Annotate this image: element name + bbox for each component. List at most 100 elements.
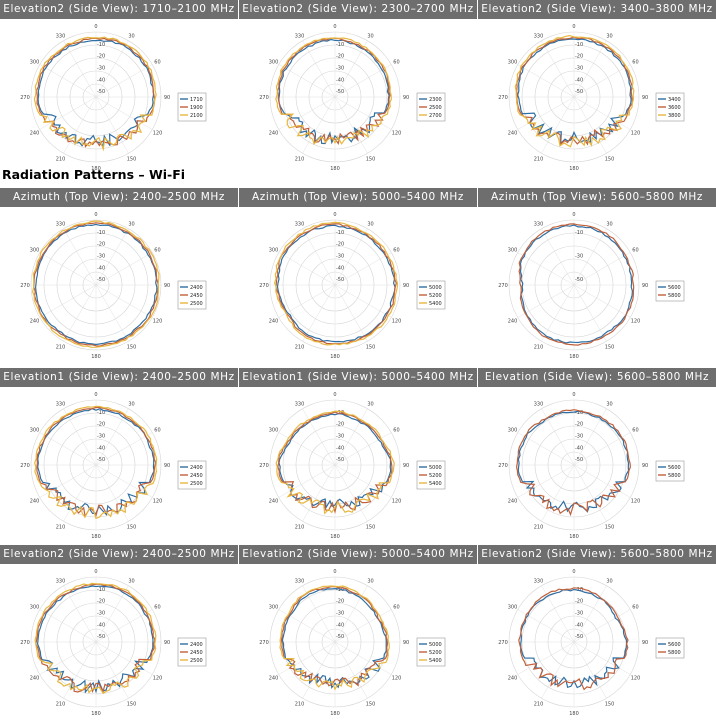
legend-label: 2300 bbox=[429, 97, 442, 103]
angle-tick-label: 120 bbox=[153, 319, 163, 325]
polar-plot: 0306090120150180210240270300330-10-20-30… bbox=[259, 24, 446, 170]
grid-spoke bbox=[573, 585, 607, 643]
polar-plot: 0306090120150180210240270300330-10-20-30… bbox=[259, 392, 446, 538]
legend-label: 5000 bbox=[429, 285, 442, 291]
legend-label: 2450 bbox=[190, 473, 203, 479]
grid-spoke bbox=[39, 609, 97, 643]
grid-spoke bbox=[95, 96, 129, 154]
radial-tick-label: -30 bbox=[575, 65, 583, 71]
angle-tick-label: 210 bbox=[295, 156, 305, 162]
radial-tick-label: -30 bbox=[97, 433, 105, 439]
pattern-trace bbox=[275, 410, 395, 515]
grid-spoke bbox=[95, 641, 129, 699]
radial-tick-label: -50 bbox=[575, 277, 583, 283]
grid-spoke bbox=[334, 464, 392, 498]
radial-tick-label: -30 bbox=[97, 610, 105, 616]
grid-spoke bbox=[517, 641, 575, 675]
legend-label: 5200 bbox=[429, 293, 442, 299]
legend-label: 5000 bbox=[429, 642, 442, 648]
radial-tick-label: -20 bbox=[336, 422, 344, 428]
radial-tick-label: -30 bbox=[97, 65, 105, 71]
angle-tick-label: 30 bbox=[367, 402, 373, 408]
pattern-trace bbox=[277, 37, 391, 145]
angle-tick-label: 150 bbox=[366, 344, 376, 350]
pattern-panel: Elevation2 (Side View): 2300–2700 MHz 0 30… bbox=[239, 0, 477, 170]
grid-spoke bbox=[95, 252, 153, 286]
legend-label: 2400 bbox=[190, 285, 203, 291]
panel-title: Azimuth (Top View): 5000–5400 MHz bbox=[239, 188, 477, 207]
angle-tick-label: 0 bbox=[94, 24, 97, 30]
angle-tick-label: 270 bbox=[20, 95, 30, 101]
angle-tick-label: 240 bbox=[30, 319, 40, 325]
radial-tick-label: -20 bbox=[97, 599, 105, 605]
legend-label: 5400 bbox=[429, 481, 442, 487]
pattern-trace bbox=[515, 409, 632, 517]
grid-spoke bbox=[573, 609, 631, 643]
grid-spoke bbox=[573, 464, 607, 522]
grid-spoke bbox=[334, 641, 368, 699]
grid-spoke bbox=[302, 228, 336, 286]
grid-spoke bbox=[573, 641, 607, 699]
grid-spoke bbox=[541, 464, 575, 522]
grid-spoke bbox=[95, 464, 129, 522]
polar-plot: 0306090120150180210240270300330-10-20-30… bbox=[20, 24, 207, 170]
pattern-panel: Elevation1 (Side View): 2400–2500 MHz 0 30… bbox=[0, 368, 238, 538]
angle-tick-label: 150 bbox=[605, 156, 615, 162]
grid-spoke bbox=[302, 40, 336, 98]
grid-spoke bbox=[278, 464, 336, 498]
grid-spoke bbox=[334, 464, 368, 522]
grid-spoke bbox=[278, 284, 336, 318]
panel-title: Elevation2 (Side View): 3400–3800 MHz bbox=[478, 0, 716, 19]
pattern-trace bbox=[36, 585, 154, 694]
grid-spoke bbox=[63, 284, 97, 342]
angle-tick-label: 60 bbox=[154, 428, 160, 434]
angle-tick-label: 240 bbox=[269, 131, 279, 137]
legend-label: 2500 bbox=[190, 481, 203, 487]
radial-tick-label: -30 bbox=[336, 253, 344, 259]
grid-spoke bbox=[517, 432, 575, 466]
radial-tick-label: -50 bbox=[336, 457, 344, 463]
grid-spoke bbox=[573, 64, 631, 98]
angle-tick-label: 150 bbox=[127, 524, 137, 530]
grid-spoke bbox=[334, 252, 392, 286]
pattern-trace bbox=[514, 34, 635, 148]
angle-tick-label: 300 bbox=[508, 605, 518, 611]
angle-tick-label: 180 bbox=[569, 711, 579, 715]
grid-spoke bbox=[278, 609, 336, 643]
angle-tick-label: 300 bbox=[30, 605, 40, 611]
grid-spoke bbox=[95, 408, 129, 466]
angle-tick-label: 180 bbox=[330, 354, 340, 358]
angle-tick-label: 240 bbox=[269, 499, 279, 505]
angle-tick-label: 210 bbox=[534, 701, 544, 707]
panel-title: Elevation1 (Side View): 5000–5400 MHz bbox=[239, 368, 477, 387]
angle-tick-label: 30 bbox=[128, 34, 134, 40]
radial-tick-label: -40 bbox=[336, 265, 344, 271]
grid-spoke bbox=[541, 408, 575, 466]
grid-spoke bbox=[573, 252, 631, 286]
angle-tick-label: 120 bbox=[392, 499, 402, 505]
grid-spoke bbox=[334, 641, 392, 675]
grid-spoke bbox=[517, 64, 575, 98]
grid-spoke bbox=[573, 284, 631, 318]
grid-spoke bbox=[573, 228, 607, 286]
legend-label: 1900 bbox=[190, 105, 203, 111]
legend-label: 2500 bbox=[429, 105, 442, 111]
angle-tick-label: 330 bbox=[56, 222, 66, 228]
grid-spoke bbox=[517, 252, 575, 286]
legend-label: 2400 bbox=[190, 465, 203, 471]
radial-tick-label: -10 bbox=[97, 230, 105, 236]
radial-tick-label: -30 bbox=[575, 253, 583, 259]
radial-tick-label: -40 bbox=[336, 622, 344, 628]
angle-tick-label: 60 bbox=[632, 428, 638, 434]
radial-tick-label: -10 bbox=[97, 410, 105, 416]
angle-tick-label: 30 bbox=[367, 222, 373, 228]
angle-tick-label: 90 bbox=[403, 95, 409, 101]
grid-spoke bbox=[334, 609, 392, 643]
angle-tick-label: 0 bbox=[94, 212, 97, 218]
legend-label: 3600 bbox=[668, 105, 681, 111]
angle-tick-label: 30 bbox=[606, 34, 612, 40]
radial-tick-label: -20 bbox=[97, 54, 105, 60]
angle-tick-label: 30 bbox=[128, 579, 134, 585]
angle-tick-label: 330 bbox=[56, 34, 66, 40]
radial-tick-label: -50 bbox=[575, 457, 583, 463]
